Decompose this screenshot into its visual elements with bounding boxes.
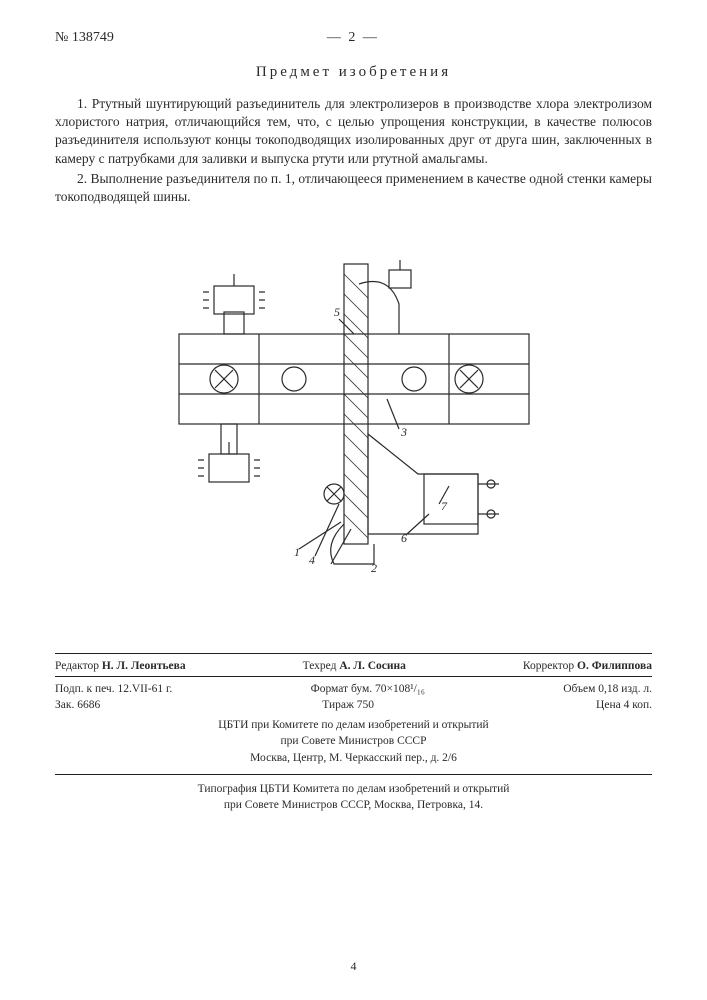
corrector-name: О. Филиппова (577, 660, 652, 672)
typography-line-1: Типография ЦБТИ Комитета по делам изобре… (55, 781, 652, 797)
separator-line-3 (55, 774, 652, 775)
callout-6: 6 (401, 531, 407, 545)
claim-2: 2. Выполнение разъединителя по п. 1, отл… (55, 170, 652, 206)
callout-4: 4 (309, 553, 315, 567)
claim-1: 1. Ртутный шунтирующий разъединитель для… (55, 95, 652, 168)
separator-line-2 (55, 676, 652, 677)
print-date: Подп. к печ. 12.VII-61 г. (55, 683, 172, 695)
typography-line-2: при Совете Министров СССР, Москва, Петро… (55, 797, 652, 813)
callout-1: 1 (294, 545, 300, 559)
callout-3: 3 (400, 425, 407, 439)
volume-line: Объем 0,18 изд. л. (563, 683, 652, 695)
page-indicator: — 2 — (327, 30, 379, 46)
order-number: Зак. 6686 (55, 699, 100, 711)
org-line-1: ЦБТИ при Комитете по делам изобретений и… (55, 717, 652, 733)
claims-heading: Предмет изобретения (55, 64, 652, 81)
callout-2: 2 (371, 561, 377, 575)
techred-name: А. Л. Сосина (339, 660, 406, 672)
format-line: Формат бум. 70×108¹/₁₆ (311, 683, 425, 695)
corrector-label: Корректор (523, 660, 574, 672)
bottom-page-number: 4 (0, 959, 707, 974)
tirage: Тираж 750 (322, 699, 374, 711)
org-line-2: при Совете Министров СССР (55, 733, 652, 749)
techred-label: Техред (303, 660, 337, 672)
separator-line (55, 653, 652, 654)
doc-number: № 138749 (55, 30, 114, 46)
price: Цена 4 коп. (596, 699, 652, 711)
editor-name: Н. Л. Леонтьева (102, 660, 186, 672)
org-line-3: Москва, Центр, М. Черкасский пер., д. 2/… (55, 750, 652, 766)
editor-label: Редактор (55, 660, 99, 672)
callout-5: 5 (334, 305, 340, 319)
figure-diagram: 1 2 3 4 5 6 7 (55, 224, 652, 629)
callout-7: 7 (441, 499, 448, 513)
